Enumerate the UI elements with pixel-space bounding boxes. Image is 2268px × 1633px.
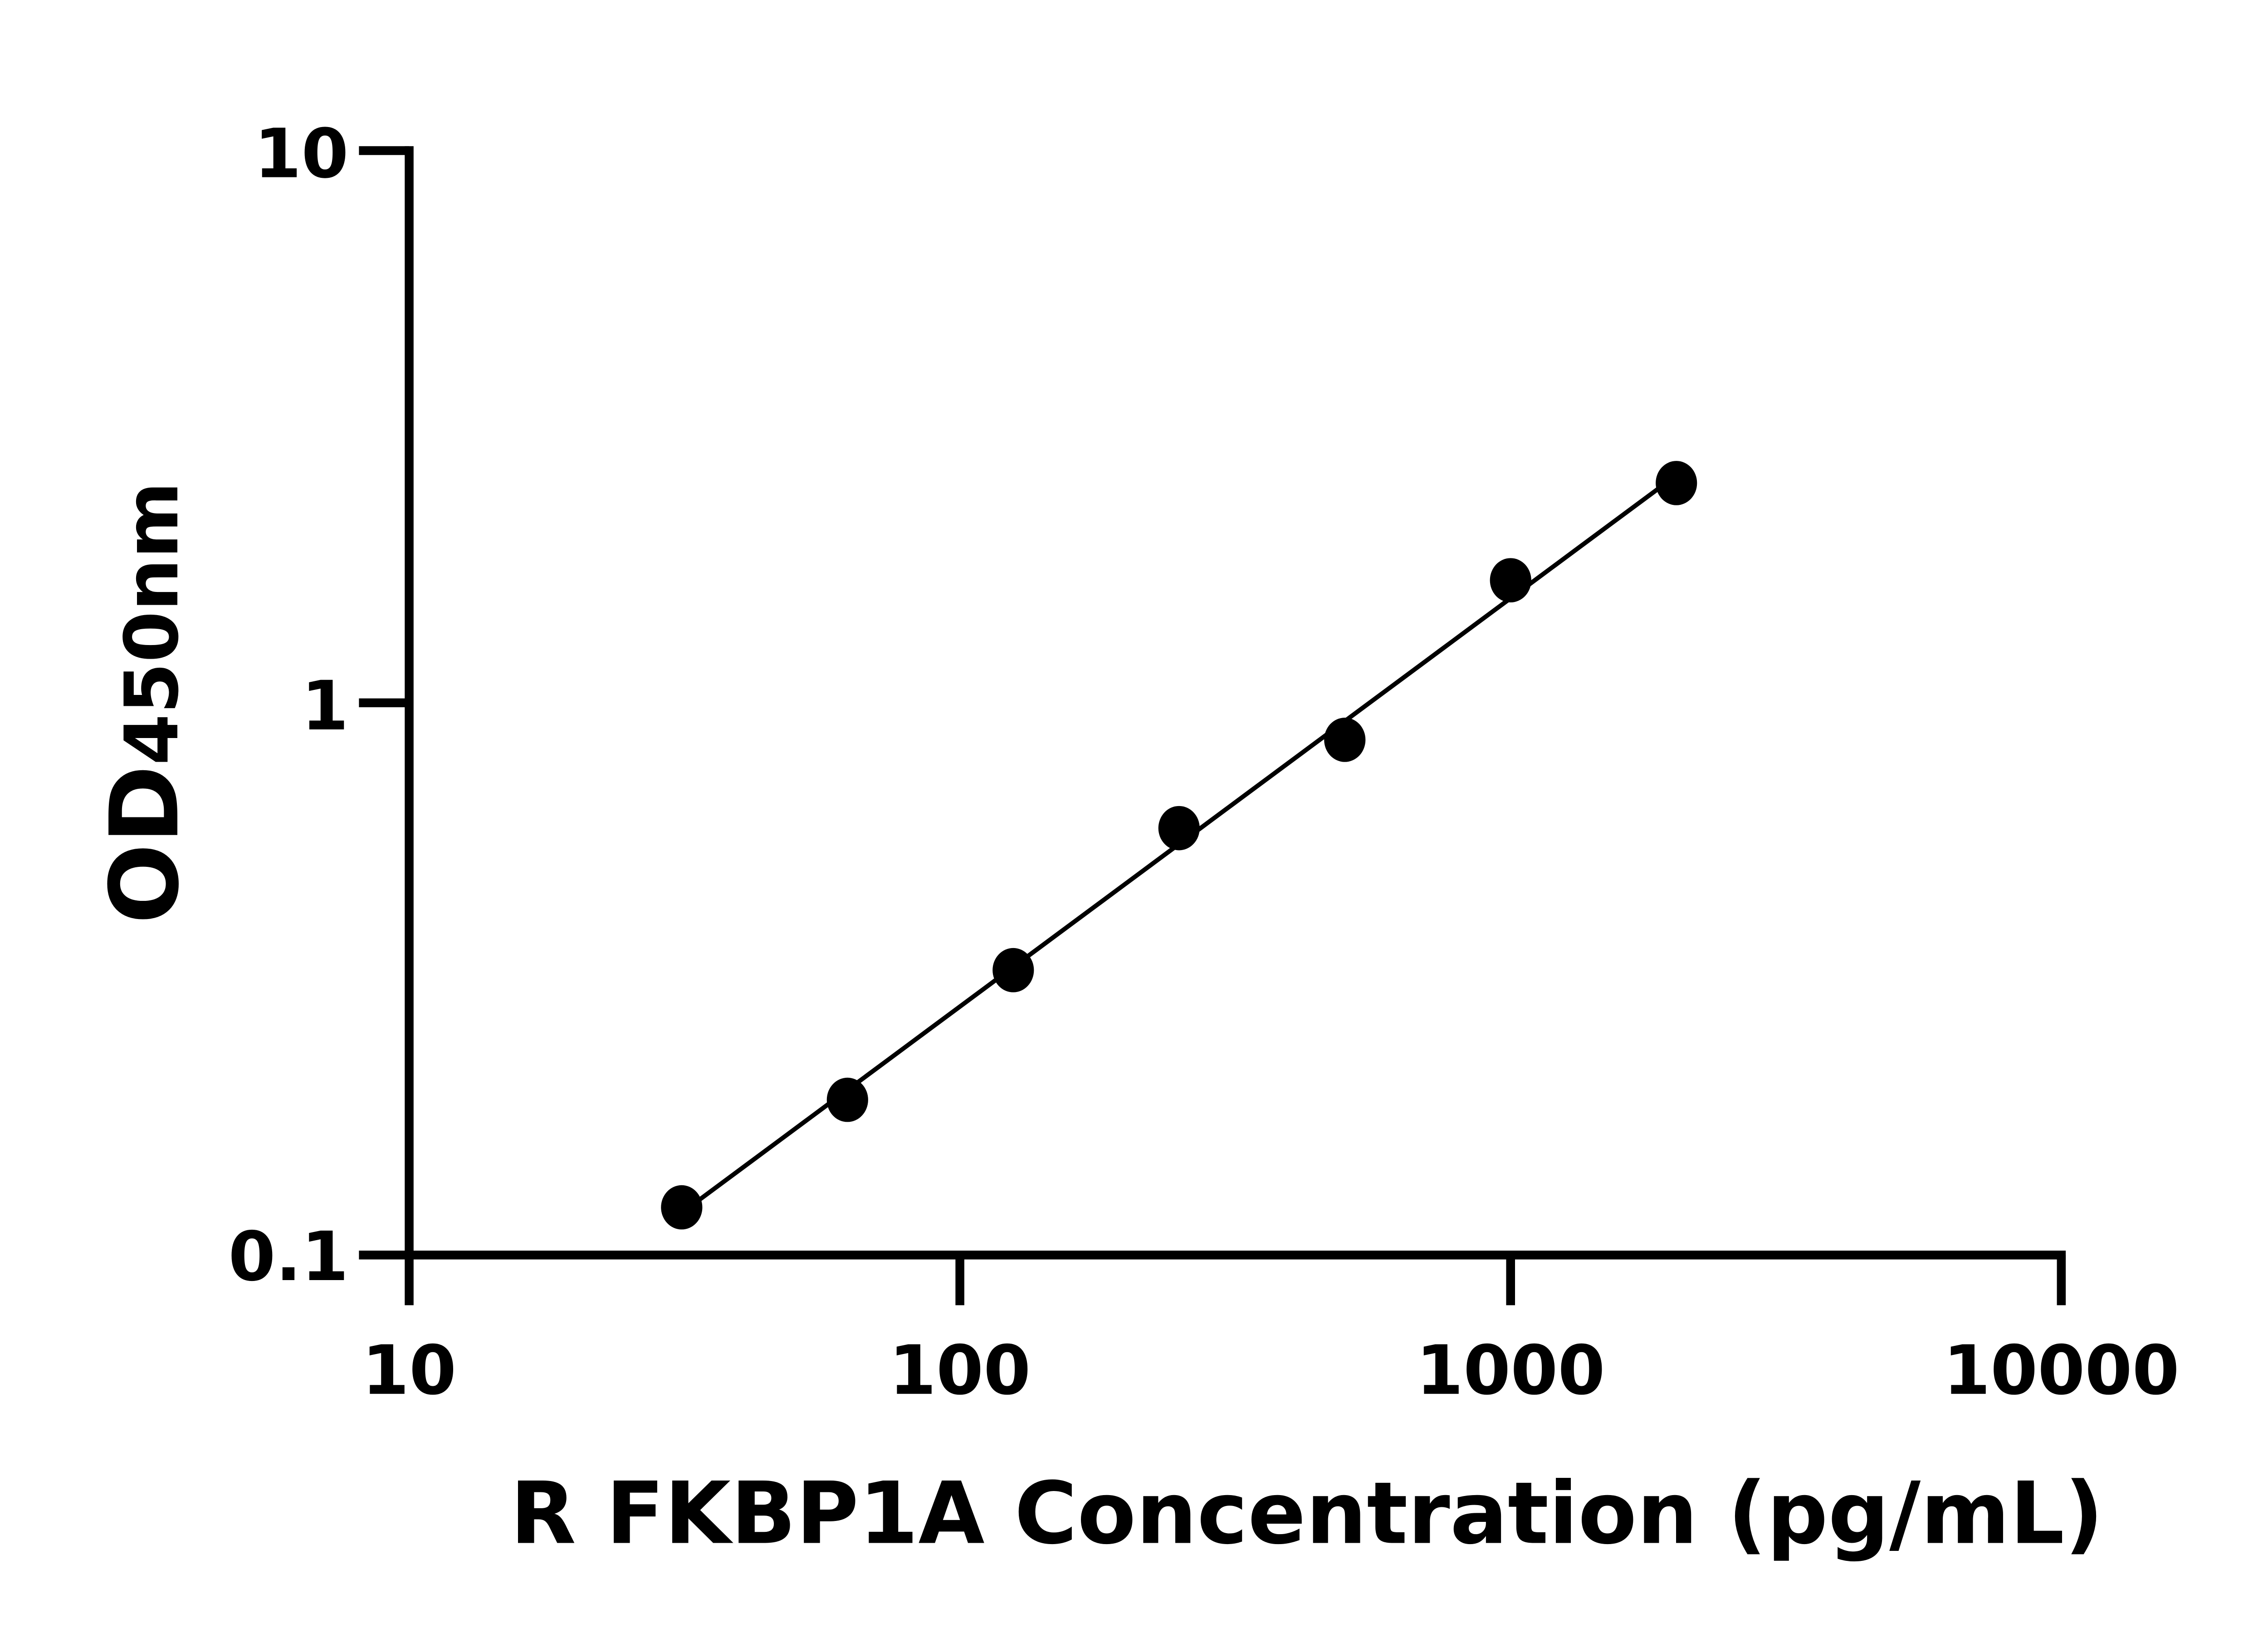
axes <box>405 146 2066 1260</box>
data-point <box>1490 558 1531 603</box>
svg-text:OD450nm: OD450nm <box>90 482 200 924</box>
y-tick-label-0.1: 0.1 <box>228 1217 348 1296</box>
x-axis-label: R FKBP1A Concentration (pg/mL) <box>510 1463 2104 1563</box>
data-point <box>1158 806 1200 851</box>
data-point <box>1324 718 1366 762</box>
ticks <box>359 146 2066 1305</box>
data-point <box>661 1185 703 1230</box>
y-axis-label: OD450nm <box>90 482 200 924</box>
x-tick-label-1000: 1000 <box>1416 1331 1605 1410</box>
y-axis-label-main: OD <box>90 765 200 924</box>
data-point <box>992 948 1034 993</box>
data-point <box>826 1077 868 1122</box>
x-tick-label-10000: 10000 <box>1943 1331 2180 1410</box>
y-tick-label-1: 1 <box>301 667 348 746</box>
x-tick-label-100: 100 <box>889 1331 1031 1410</box>
data-point <box>1656 461 1697 505</box>
y-tick-label-10: 10 <box>254 115 348 194</box>
data-points <box>661 461 1697 1230</box>
x-tick-label-10: 10 <box>362 1331 456 1410</box>
y-axis-label-sub: 450nm <box>109 482 195 765</box>
